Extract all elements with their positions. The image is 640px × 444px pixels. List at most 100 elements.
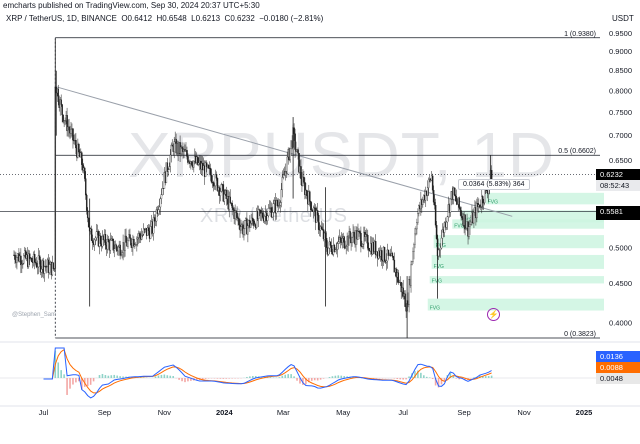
macd-histogram-bar (269, 377, 272, 378)
candle-body (470, 221, 472, 225)
candle-body (276, 200, 279, 206)
candle-body (439, 247, 442, 250)
lightning-icon[interactable]: ⚡ (487, 308, 500, 321)
candle-body (365, 234, 367, 237)
candle-body (161, 188, 164, 195)
low-label: L (191, 14, 196, 23)
candle-body (275, 200, 278, 214)
candle-body (232, 207, 234, 210)
candle-body (464, 214, 466, 230)
macd-histogram-bar (60, 370, 62, 378)
candle-body (360, 233, 362, 247)
macd-histogram-bar (343, 376, 346, 378)
macd-histogram-bar (92, 378, 95, 382)
macd-histogram-bar (487, 376, 490, 378)
currency-label[interactable]: USDT (612, 14, 634, 23)
low-value: 0.6213 (195, 14, 221, 23)
macd-histogram-bar (219, 378, 222, 379)
candle-body (317, 214, 320, 230)
macd-histogram-bar (334, 375, 337, 378)
macd-histogram-bar (201, 378, 204, 380)
macd-histogram-bar (98, 375, 101, 378)
macd-histogram-bar (417, 370, 419, 378)
macd-histogram-bar (110, 375, 113, 378)
fvg-zone (433, 235, 604, 249)
level-price-tag: 0.5581 (596, 205, 640, 217)
candle-body (134, 244, 136, 247)
candle-body (66, 115, 68, 132)
candle-body (91, 240, 94, 243)
candle-body (435, 224, 438, 239)
y-tick-label: 0.6500 (609, 156, 632, 165)
candle-body (368, 248, 370, 251)
macd-histogram-bar (443, 378, 446, 381)
macd-histogram-bar (63, 374, 65, 378)
candle-body (119, 244, 121, 256)
candle-body (181, 146, 183, 149)
candle-body (212, 182, 215, 187)
macd-histogram-bar (402, 378, 404, 380)
candle-body (165, 162, 168, 184)
candle-body (468, 226, 470, 237)
candle-body (255, 211, 258, 228)
candle-body (169, 154, 172, 167)
bar-countdown: 08:52:43 (596, 180, 640, 192)
candle-body (45, 266, 48, 268)
candle-body (52, 262, 55, 269)
candle-body (48, 264, 51, 273)
candle-body (240, 226, 242, 231)
candle-body (160, 194, 163, 199)
candle-body (222, 184, 225, 202)
candle-body (205, 162, 208, 167)
macd-histogram-bar (78, 378, 80, 382)
candle-body (359, 231, 361, 234)
macd-histogram-bar (154, 376, 157, 378)
fvg-zone (452, 219, 604, 229)
macd-histogram-bar (322, 378, 325, 379)
candle-body (279, 202, 282, 206)
candle-body (95, 231, 98, 239)
fvg-label: FVG (454, 224, 464, 230)
candle-body (253, 220, 255, 226)
candle-body (33, 254, 36, 263)
levels: 1 (0.9380) 0.5 (0.6602) 0 (0.3823) (0, 31, 600, 339)
candle-body (158, 206, 161, 210)
y-tick-label: 0.9000 (609, 47, 632, 56)
macd-histogram-bar (449, 372, 452, 378)
candle-body (344, 247, 346, 249)
macd-histogram-bar (328, 377, 331, 378)
macd-histogram-bar (296, 378, 298, 381)
candle-body (99, 235, 102, 244)
candle-body (168, 166, 171, 170)
macd-histogram-bar (116, 375, 118, 378)
candle-body (85, 194, 88, 211)
candle-body (139, 233, 141, 237)
candle-body (193, 160, 195, 168)
macd-histogram-bar (337, 375, 340, 378)
candle-body (345, 246, 347, 248)
macd-histogram-bar (399, 378, 402, 380)
candle-body (393, 259, 396, 273)
candles (13, 38, 493, 339)
candle-body (357, 231, 359, 240)
candle-body (404, 293, 406, 307)
candle-body (121, 252, 123, 256)
candle-body (449, 198, 452, 213)
candle-body (154, 220, 157, 222)
symbol-description[interactable]: XRP / TetherUS, 1D, BINANCE (6, 14, 117, 23)
x-tick-label: Mar (277, 408, 290, 417)
macd-histogram-bar (163, 374, 166, 378)
candle-body (43, 266, 46, 274)
candle-body (286, 156, 288, 174)
candle-body (280, 189, 283, 203)
candle-body (40, 269, 43, 273)
candle-body (479, 204, 481, 208)
fvg-label: FVG (430, 306, 440, 312)
candle-body (353, 232, 355, 237)
macd-histogram-bar (249, 376, 251, 378)
macd-histogram-bar (396, 378, 399, 380)
candle-body (367, 234, 369, 249)
candle-body (427, 179, 430, 188)
candle-body (84, 167, 86, 179)
